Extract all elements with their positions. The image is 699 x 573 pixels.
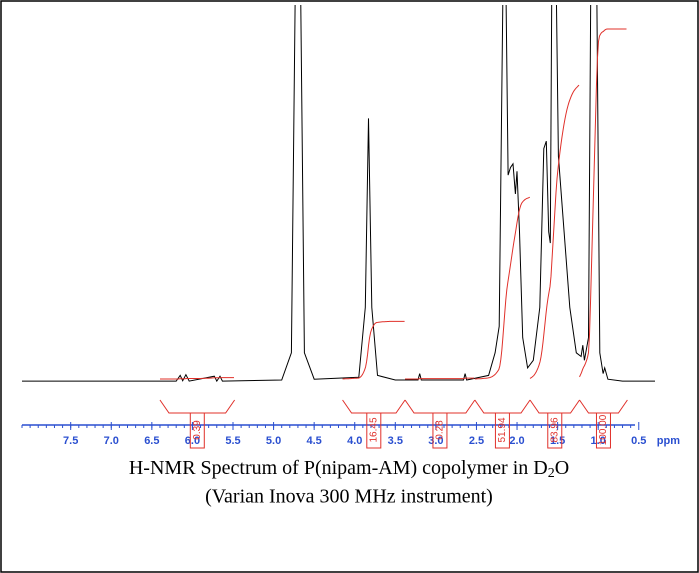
integral-curve [160, 377, 234, 380]
x-tick-label: 7.5 [63, 435, 78, 447]
spectrum [22, 5, 655, 383]
x-tick-label: 5.0 [266, 435, 281, 447]
x-tick-label: 2.0 [509, 435, 524, 447]
x-axis-label: ppm [657, 435, 680, 447]
integral-bracket [404, 399, 476, 414]
x-tick-label: 2.5 [469, 435, 484, 447]
integral-bracket [159, 399, 236, 414]
integral-label-box [366, 413, 382, 449]
plot-area [22, 5, 655, 383]
x-tick-label: 3.5 [388, 435, 403, 447]
integral-label: 16.45 [368, 417, 379, 442]
x-tick-label: 1.0 [591, 435, 606, 447]
caption: H-NMR Spectrum of P(nipam-AM) copolymer … [129, 457, 569, 482]
integral-bracket [529, 399, 580, 414]
integral-label-box [432, 413, 448, 449]
integral-label-box [494, 413, 510, 449]
integral-bracket [579, 399, 628, 414]
integral-label: 51.94 [497, 417, 508, 442]
integral-bracket [342, 399, 406, 414]
caption-subscript: 2 [548, 466, 555, 481]
integral-curve [579, 28, 627, 378]
x-tick-label: 7.0 [104, 435, 119, 447]
x-tick-label: 6.0 [185, 435, 200, 447]
integral-label: 0.28 [435, 420, 446, 440]
integral-curve [529, 84, 580, 379]
x-axis: 7.5 7.0 6.5 6.0 5.5 5.0 4.5 4.0 3.5 3.0 2.5 2.0 1.5 1… [21, 399, 680, 449]
integral-label: 0.39 [192, 420, 203, 440]
subcaption: (Varian Inova 300 MHz instrument) [205, 486, 493, 508]
x-tick-label: 6.5 [144, 435, 159, 447]
x-tick-label: 4.0 [347, 435, 362, 447]
x-tick-label: 5.5 [225, 435, 240, 447]
integral-curve [405, 377, 475, 380]
integral-bracket [474, 399, 531, 414]
integral-label: 83.96 [549, 417, 560, 442]
x-tick-label: 0.5 [631, 435, 646, 447]
integral-label-box [595, 413, 611, 449]
integral-curve [342, 320, 405, 380]
caption-text: H-NMR Spectrum of P(nipam-AM) copolymer … [129, 457, 548, 479]
integral-label: 100.00 [598, 414, 609, 445]
integral-label-box [547, 413, 563, 449]
x-tick-label: 3.0 [428, 435, 443, 447]
x-tick-label: 4.5 [307, 435, 322, 447]
integral-label-box [189, 413, 205, 449]
integral-curve [474, 196, 531, 380]
caption-text: O [555, 457, 569, 479]
